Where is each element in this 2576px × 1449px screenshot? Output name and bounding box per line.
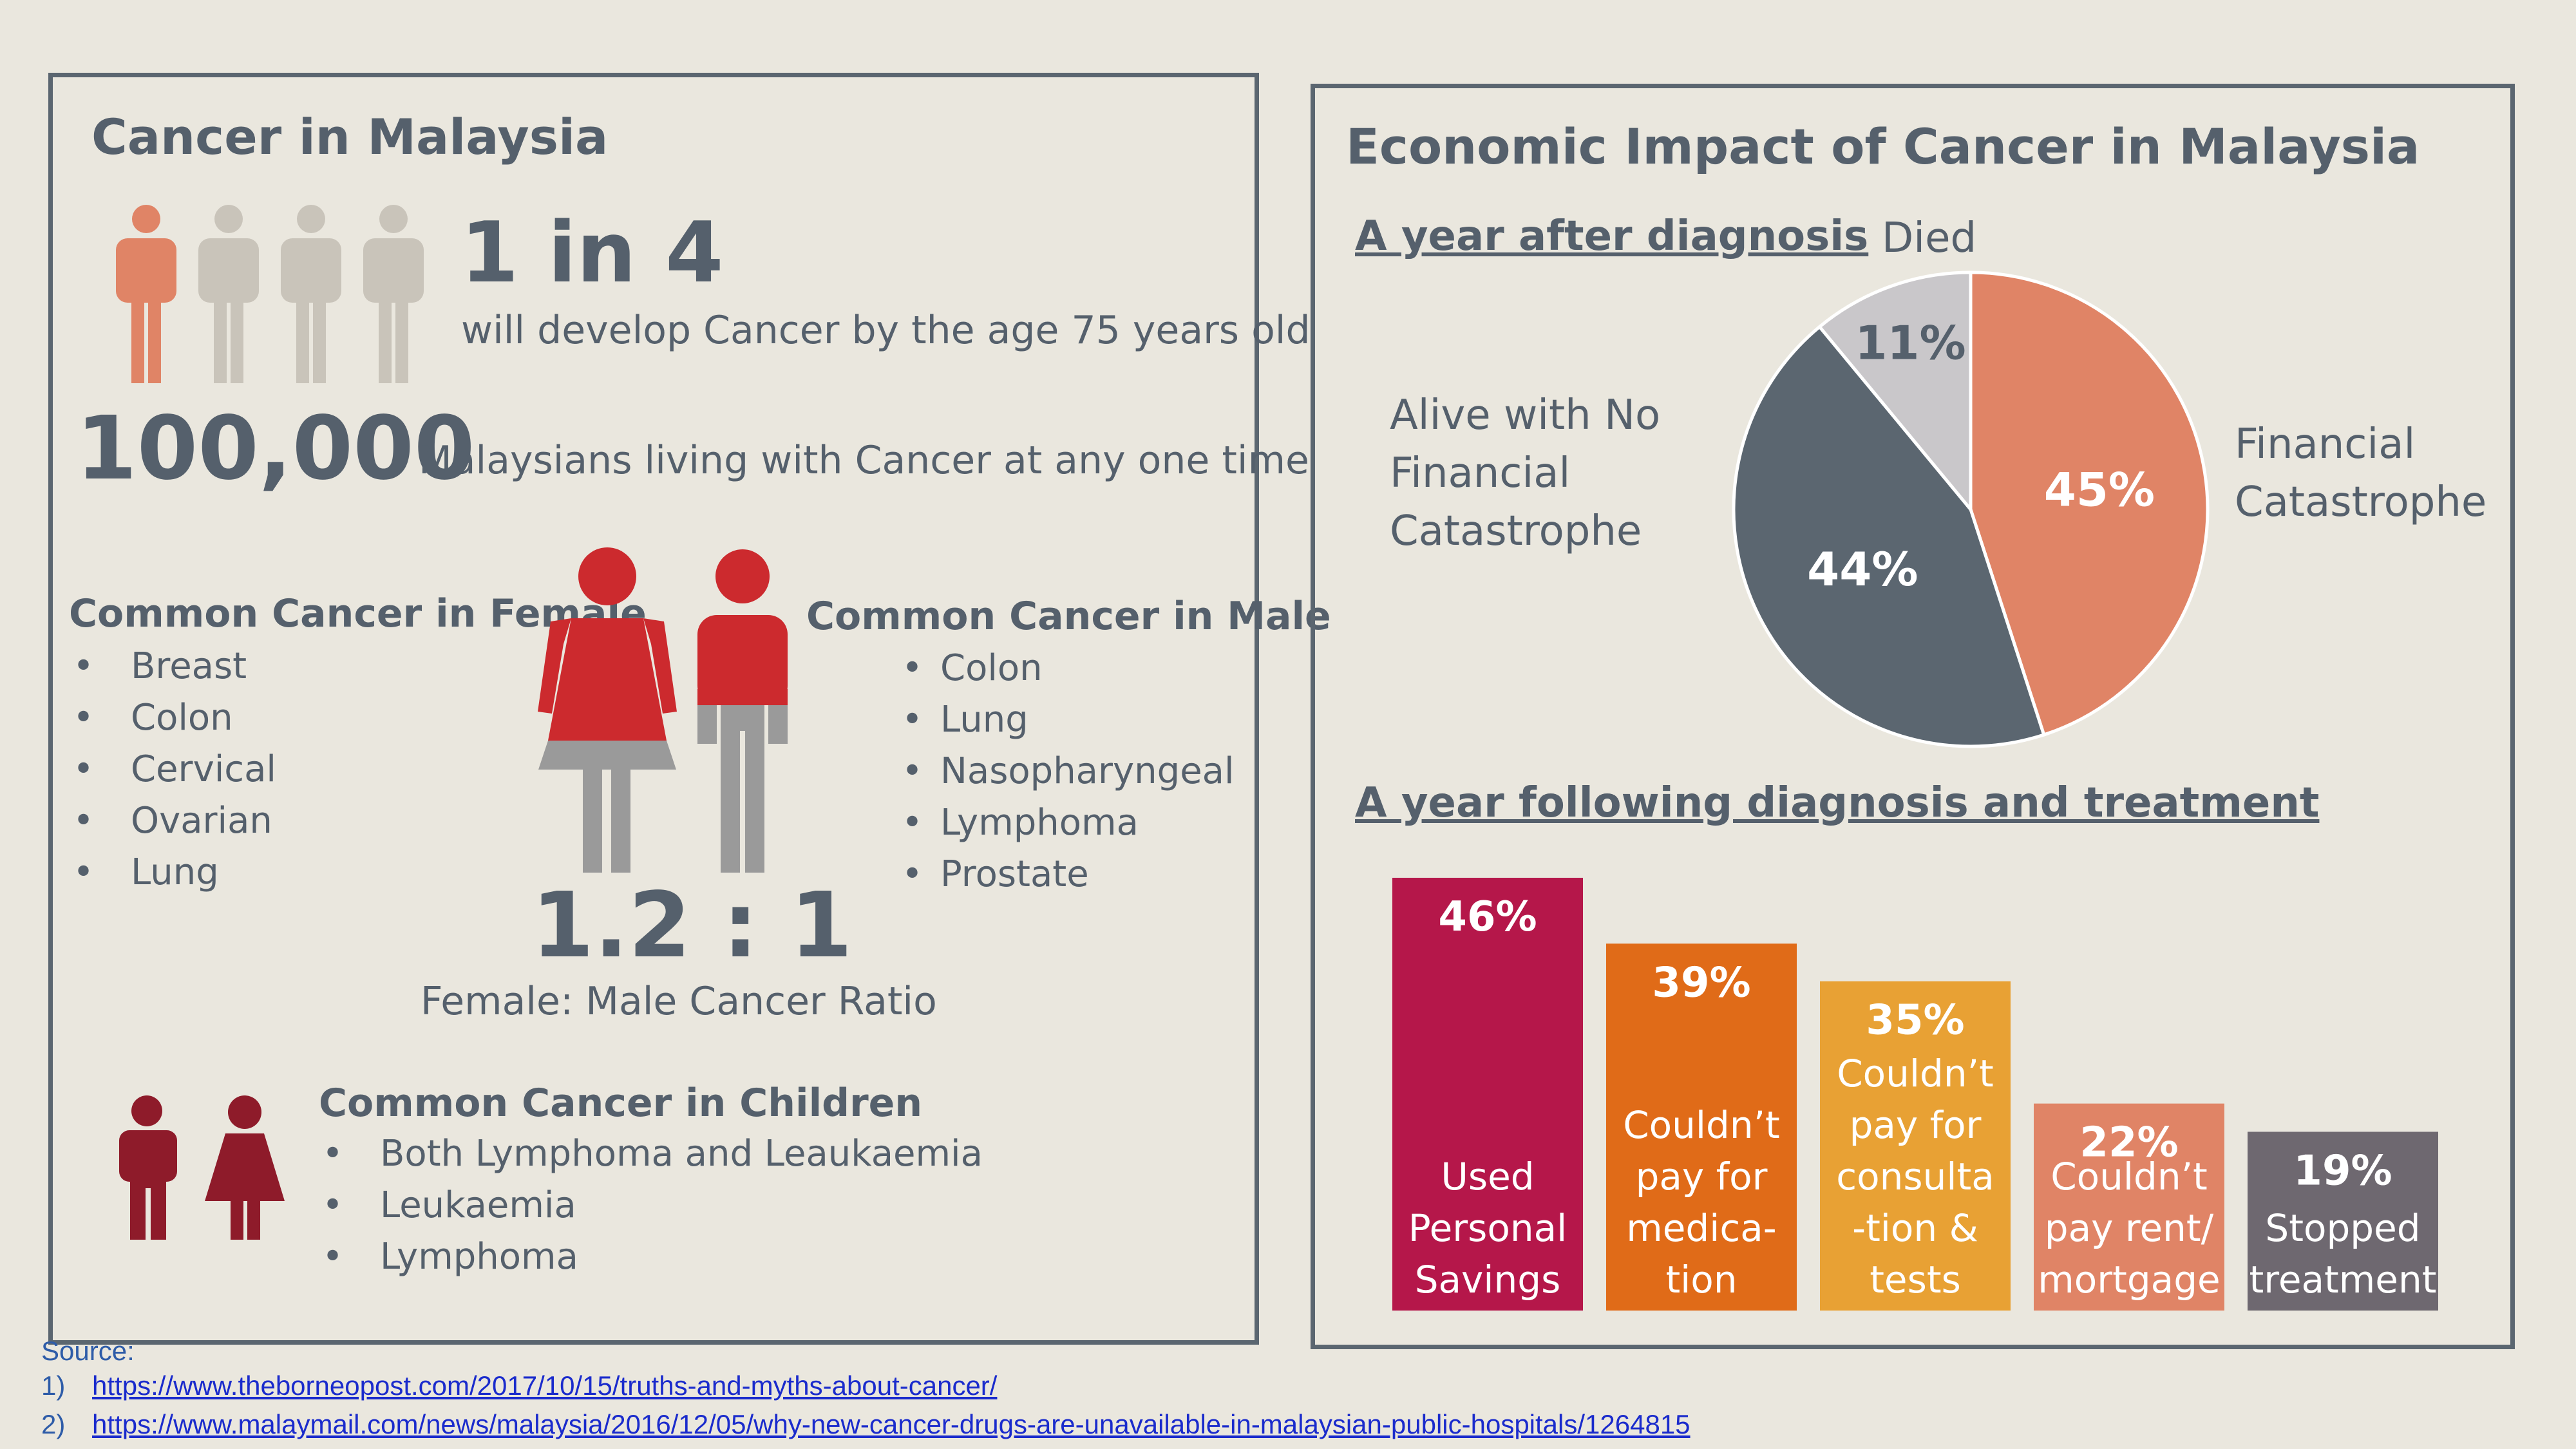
list-item: Leukaemia xyxy=(322,1180,983,1231)
bar-category-label: Couldn’t xyxy=(1837,1052,1994,1095)
female-cancer-list: Breast Colon Cervical Ovarian Lung xyxy=(73,641,276,898)
bar-category-label: mortgage xyxy=(2038,1258,2220,1302)
bar-category-label: Stopped xyxy=(2265,1206,2420,1250)
list-item: Nasopharyngeal xyxy=(902,746,1234,797)
source-line-2: 2) https://www.malaymail.com/news/malays… xyxy=(41,1409,1690,1440)
right-panel-title: Economic Impact of Cancer in Malaysia xyxy=(1346,118,2420,175)
bar-category-label: pay rent/ xyxy=(2045,1206,2214,1250)
bar-category-label: tion xyxy=(1665,1258,1737,1302)
bar-category-label: tests xyxy=(1870,1258,1961,1302)
man-icon xyxy=(697,549,788,873)
bar-category-label: pay for xyxy=(1636,1155,1768,1198)
bar xyxy=(2248,1132,2438,1311)
bar-category-label: Couldn’t xyxy=(1623,1103,1780,1147)
left-panel-title: Cancer in Malaysia xyxy=(91,108,609,166)
list-item: Lymphoma xyxy=(322,1231,983,1283)
source-link[interactable]: https://www.theborneopost.com/2017/10/15… xyxy=(92,1370,998,1401)
list-item: Colon xyxy=(73,692,276,744)
bar-category-label: pay for xyxy=(1850,1103,1982,1147)
list-item: Colon xyxy=(902,643,1235,694)
cancer-survivors-value: 100,000 xyxy=(76,398,475,500)
one-in-four-value: 1 in 4 xyxy=(460,204,724,301)
pie-slice xyxy=(1732,324,2046,748)
children-cancer-heading: Common Cancer in Children xyxy=(319,1081,923,1126)
list-item: Prostate xyxy=(902,849,1235,900)
cancer-in-malaysia-panel xyxy=(48,73,1259,1345)
ratio-value: 1.2 : 1 xyxy=(531,873,853,978)
one-in-four-caption: will develop Cancer by the age 75 years … xyxy=(461,308,1311,353)
pie-label-catastrophe: Financial Catastrophe xyxy=(2235,421,2487,526)
ratio-caption: Female: Male Cancer Ratio xyxy=(421,979,937,1024)
boy-icon xyxy=(119,1095,177,1240)
bar-category-label: treatment xyxy=(2249,1258,2437,1302)
list-item: Lymphoma xyxy=(902,797,1235,849)
person-icon xyxy=(198,205,259,383)
bar xyxy=(1606,943,1797,1311)
source-link[interactable]: https://www.malaymail.com/news/malaysia/… xyxy=(92,1409,1690,1439)
bar xyxy=(1820,981,2011,1311)
one-in-four-people-icons xyxy=(116,205,424,383)
person-icon xyxy=(363,205,424,383)
bar-category-label: consulta xyxy=(1836,1155,1994,1198)
person-icon xyxy=(281,205,341,383)
bar-heading: A year following diagnosis and treatment xyxy=(1355,779,2320,827)
bar-value-label: 19% xyxy=(2293,1147,2392,1195)
bar xyxy=(2034,1103,2224,1311)
pie-value-label: 11% xyxy=(1855,316,1965,370)
woman-man-icons xyxy=(538,547,788,873)
bar-value-label: 35% xyxy=(1866,997,1964,1045)
pie-slice xyxy=(1969,270,2210,737)
bar xyxy=(1392,878,1583,1311)
pie-label-died: Died xyxy=(1882,214,1977,262)
bar-category-label: Used xyxy=(1441,1155,1534,1198)
bar-value-label: 39% xyxy=(1652,959,1750,1007)
male-cancer-heading: Common Cancer in Male xyxy=(806,594,1331,639)
person-icon xyxy=(116,205,176,383)
list-item: Lung xyxy=(73,847,276,898)
pie-slice xyxy=(1817,270,1973,514)
cancer-survivors-caption: Malaysians living with Cancer at any one… xyxy=(419,438,1309,483)
pie-chart: 45% 44% 11% xyxy=(1732,270,2210,748)
list-item: Ovarian xyxy=(73,795,276,847)
bar-value-label: 22% xyxy=(2079,1119,2178,1167)
pie-value-label: 45% xyxy=(2044,462,2155,516)
pie-heading: A year after diagnosis xyxy=(1355,213,1869,260)
pie-label-no-catastrophe: Alive with No Financial Catastrophe xyxy=(1390,392,1661,555)
economic-impact-panel xyxy=(1311,84,2515,1349)
list-item: Cervical xyxy=(73,744,276,795)
children-cancer-list: Both Lymphoma and Leaukaemia Leukaemia L… xyxy=(322,1128,983,1283)
girl-icon xyxy=(205,1095,285,1240)
list-item: Lung xyxy=(902,694,1235,746)
children-icons xyxy=(119,1095,285,1240)
bar-category-label: Couldn’t xyxy=(2050,1155,2208,1198)
bar-category-label: medica- xyxy=(1626,1206,1776,1250)
bar-value-label: 46% xyxy=(1438,893,1537,941)
bar-category-label: -tion & xyxy=(1852,1206,1978,1250)
pie-value-label: 44% xyxy=(1807,542,1918,596)
bar-category-label: Savings xyxy=(1415,1258,1561,1302)
bar-category-label: Personal xyxy=(1408,1206,1567,1250)
list-item: Both Lymphoma and Leaukaemia xyxy=(322,1128,983,1180)
bar-chart: 46% Used Personal Savings 39% Couldn’t pay for… xyxy=(1392,878,2438,1311)
source-number: 2) xyxy=(41,1409,66,1439)
male-cancer-list: Colon Lung Nasopharyngeal Lymphoma Prost… xyxy=(902,643,1235,900)
source-heading: Source: xyxy=(41,1336,135,1366)
source-number: 1) xyxy=(41,1370,66,1401)
list-item: Breast xyxy=(73,641,276,692)
source-line-1: 1) https://www.theborneopost.com/2017/10… xyxy=(41,1370,997,1401)
woman-icon xyxy=(538,547,677,873)
